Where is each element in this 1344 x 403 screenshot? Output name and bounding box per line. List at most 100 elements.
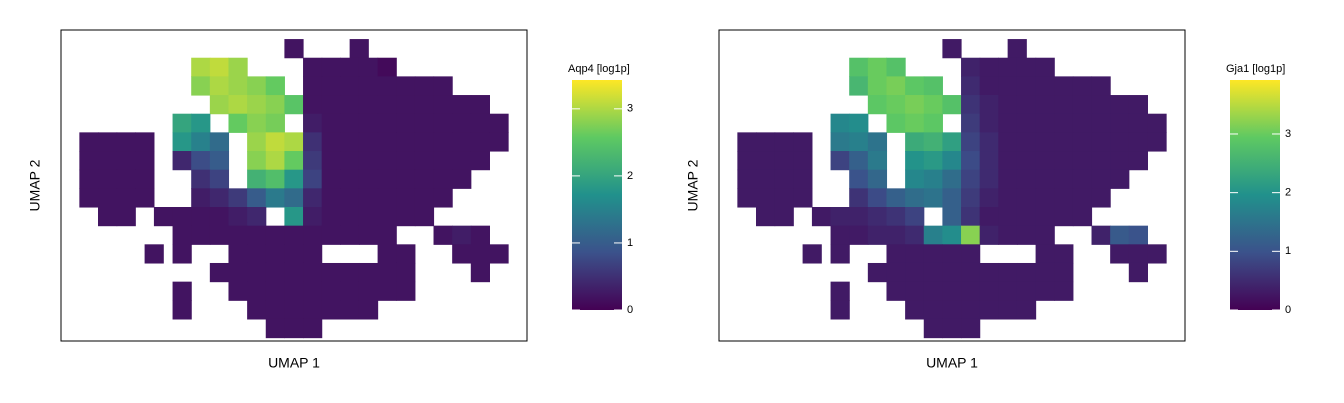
hex-cell [98,169,118,189]
hex-cell [886,57,906,77]
colorbar-tick-label: 1 [627,237,633,249]
hex-cell [377,57,397,77]
hex-cell [358,207,379,227]
hex-cell [830,244,850,264]
hex-cell [961,76,981,96]
hex-cell [979,95,999,115]
hex-cell [358,57,379,77]
hex-cell [1054,95,1074,115]
hex-cell [284,39,304,59]
hex-cell [321,76,341,96]
hex-cell [961,262,981,283]
hex-cell [1016,132,1037,152]
hex-cell [284,95,304,115]
hex-cell [1091,169,1111,189]
hex-cell [849,169,869,189]
hex-cell [172,225,192,245]
hex-cell [961,244,981,264]
hex-cell [396,169,416,189]
hex-cell [433,76,453,96]
hex-cell [265,225,285,245]
hex-cell [942,151,962,171]
hex-cell [942,207,962,227]
hex-cell [396,113,416,133]
hex-cell [284,244,304,264]
hex-cell [1128,244,1148,264]
hex-cell [961,207,981,227]
hex-cell [1035,76,1055,96]
hex-cell [923,281,943,301]
hex-cell [303,244,323,264]
hex-cell [228,244,248,264]
hex-cell [1035,262,1055,283]
hex-cell [849,113,869,133]
hex-cell [905,262,925,283]
hex-cell [998,300,1018,320]
hex-cell [135,132,155,152]
hex-cell [961,95,981,115]
hex-cell [340,262,360,283]
hex-cell [98,132,118,152]
hex-cell [377,151,397,171]
hex-cell [1091,225,1111,245]
hex-cell [247,281,267,301]
hex-cell [340,113,360,133]
hex-cell [284,207,304,227]
hex-cell [433,95,453,115]
hex-cell [1072,188,1093,208]
hex-cell [358,76,379,96]
hex-cell [923,151,943,171]
hex-cell [1054,207,1074,227]
hex-cell [265,188,285,208]
hex-cell [470,132,490,152]
hex-cell [1128,113,1148,133]
hex-cell [321,57,341,77]
hex-cell [886,113,906,133]
hex-cell [923,300,943,320]
hex-cell [414,76,435,96]
hex-cell [191,207,211,227]
hex-cell [998,262,1018,283]
hex-cell [961,281,981,301]
hex-cell [961,300,981,320]
hex-cell [1091,76,1111,96]
hex-cell [433,151,453,171]
hex-cell [414,151,435,171]
hex-cell [209,207,230,227]
hex-cell [1054,151,1074,171]
hex-cell [172,281,192,301]
hex-cell [470,151,490,171]
hex-cell [756,188,776,208]
hex-cell [265,244,285,264]
hex-cell [340,57,360,77]
hex-cell [942,169,962,189]
hex-cell [774,169,794,189]
hex-cell [1147,132,1167,152]
hex-cell [942,281,962,301]
hex-cell [265,169,285,189]
hex-cell [303,113,323,133]
hex-cell [886,76,906,96]
hex-cell [98,151,118,171]
hex-cell [303,151,323,171]
hex-cell [358,151,379,171]
hex-cell [303,132,323,152]
hex-cell [340,207,360,227]
hex-cell [961,57,981,77]
hex-cell [340,300,360,320]
hex-cell [191,132,211,152]
hex-cell [830,225,850,245]
hex-cell [247,262,267,283]
hex-cell [1072,132,1093,152]
hex-cell [979,207,999,227]
hex-cell [849,225,869,245]
hex-cell [1128,151,1148,171]
hex-cell [358,225,379,245]
hex-cell [942,225,962,245]
hex-cell [247,132,267,152]
hex-cell [303,281,323,301]
hex-cell [756,207,776,227]
hex-cell [414,188,435,208]
hex-cell [321,132,341,152]
